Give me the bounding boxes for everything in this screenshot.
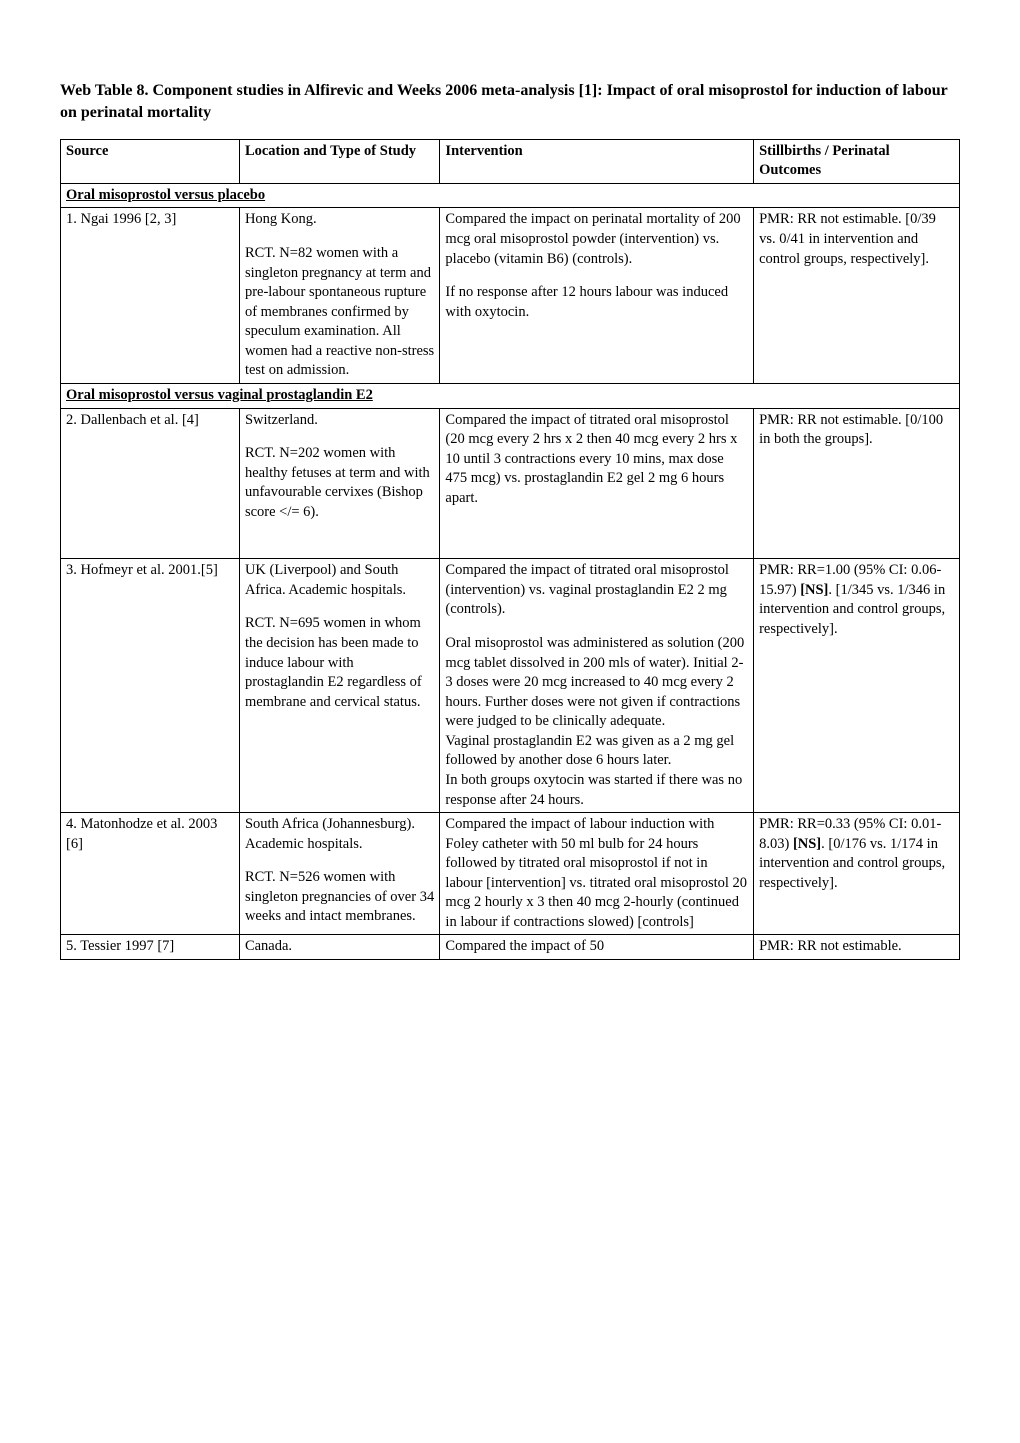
cell-source: 4. Matonhodze et al. 2003 [6] [61,813,240,935]
cell-intervention: Compared the impact of titrated oral mis… [440,408,754,559]
section-title: Oral misoprostol versus placebo [61,183,960,208]
table-row: 2. Dallenbach et al. [4] Switzerland. RC… [61,408,960,559]
cell-outcomes: PMR: RR not estimable. [0/39 vs. 0/41 in… [754,208,960,384]
studies-table: Source Location and Type of Study Interv… [60,139,960,960]
header-intervention: Intervention [440,139,754,183]
section-title: Oral misoprostol versus vaginal prostagl… [61,383,960,408]
cell-source: 1. Ngai 1996 [2, 3] [61,208,240,384]
cell-source: 2. Dallenbach et al. [4] [61,408,240,559]
cell-study: Hong Kong. RCT. N=82 women with a single… [239,208,439,384]
table-row: 1. Ngai 1996 [2, 3] Hong Kong. RCT. N=82… [61,208,960,384]
table-row: 5. Tessier 1997 [7] Canada. Compared the… [61,935,960,960]
study-location: UK (Liverpool) and South Africa. Academi… [245,561,434,600]
cell-intervention: Compared the impact of 50 [440,935,754,960]
cell-source: 5. Tessier 1997 [7] [61,935,240,960]
intervention-p3: Vaginal prostaglandin E2 was given as a … [445,732,748,771]
cell-outcomes: PMR: RR=0.33 (95% CI: 0.01-8.03) [NS]. [… [754,813,960,935]
study-location: South Africa (Johannesburg). Academic ho… [245,815,434,854]
study-design: RCT. N=526 women with singleton pregnanc… [245,868,434,927]
section-header: Oral misoprostol versus vaginal prostagl… [61,383,960,408]
outcome-ns: [NS] [793,836,821,852]
cell-study: South Africa (Johannesburg). Academic ho… [239,813,439,935]
header-source: Source [61,139,240,183]
table-header-row: Source Location and Type of Study Interv… [61,139,960,183]
header-outcomes: Stillbirths / Perinatal Outcomes [754,139,960,183]
cell-intervention: Compared the impact of titrated oral mis… [440,559,754,813]
outcome-ns: [NS] [800,582,828,598]
study-design: RCT. N=695 women in whom the decision ha… [245,614,434,712]
cell-study: Switzerland. RCT. N=202 women with healt… [239,408,439,559]
intervention-p2: If no response after 12 hours labour was… [445,283,748,322]
table-row: 3. Hofmeyr et al. 2001.[5] UK (Liverpool… [61,559,960,813]
intervention-p2: Oral misoprostol was administered as sol… [445,634,748,732]
cell-study: UK (Liverpool) and South Africa. Academi… [239,559,439,813]
intervention-p1: Compared the impact of titrated oral mis… [445,561,748,620]
section-header: Oral misoprostol versus placebo [61,183,960,208]
table-row: 4. Matonhodze et al. 2003 [6] South Afri… [61,813,960,935]
table-title: Web Table 8. Component studies in Alfire… [60,80,960,125]
study-design: RCT. N=202 women with healthy fetuses at… [245,444,434,522]
study-design: RCT. N=82 women with a singleton pregnan… [245,244,434,381]
study-location: Hong Kong. [245,210,434,230]
study-location: Switzerland. [245,411,434,431]
cell-source: 3. Hofmeyr et al. 2001.[5] [61,559,240,813]
header-study: Location and Type of Study [239,139,439,183]
cell-outcomes: PMR: RR=1.00 (95% CI: 0.06-15.97) [NS]. … [754,559,960,813]
cell-outcomes: PMR: RR not estimable. [754,935,960,960]
intervention-p4: In both groups oxytocin was started if t… [445,771,748,810]
cell-outcomes: PMR: RR not estimable. [0/100 in both th… [754,408,960,559]
intervention-p1: Compared the impact on perinatal mortali… [445,210,748,269]
cell-study: Canada. [239,935,439,960]
cell-intervention: Compared the impact on perinatal mortali… [440,208,754,384]
cell-intervention: Compared the impact of labour induction … [440,813,754,935]
